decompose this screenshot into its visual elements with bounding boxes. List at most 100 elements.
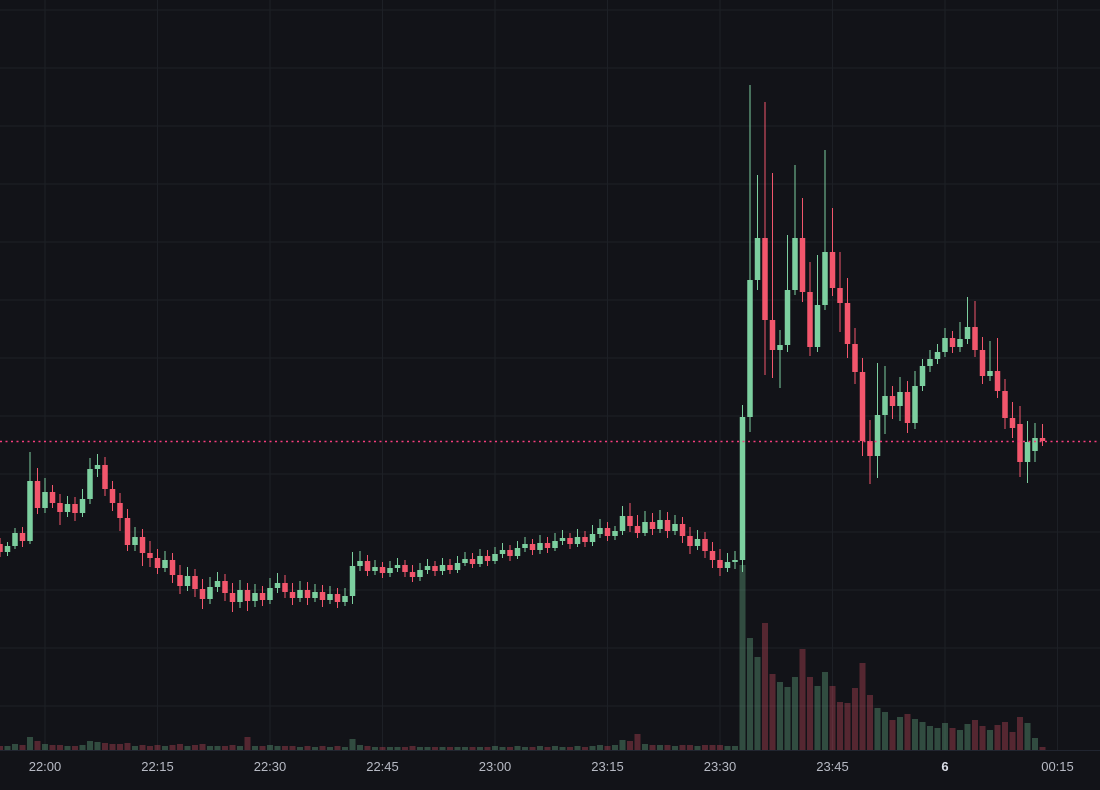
volume-bar [604,746,611,750]
candle-body [904,392,911,423]
candle-body [627,516,633,526]
volume-bar [574,746,581,750]
volume-bar [852,688,858,750]
volume-bar [912,719,918,750]
volume-bar [874,708,881,750]
candle-body [1017,424,1023,462]
candle-body [139,537,146,553]
volume-bar [409,746,416,750]
volume-bar [649,745,656,750]
candle-body [72,504,78,513]
volume-bar [814,686,821,750]
candle-body [844,303,851,344]
candle-body [34,481,41,508]
candle-body [79,499,86,513]
candle-body [544,543,551,548]
volume-bar [687,745,693,750]
volume-bar [837,702,843,750]
candle-body [274,583,281,588]
volume-bar [274,746,281,750]
volume-bar [882,712,888,750]
grid-lines [0,0,1100,750]
candle-body [207,587,213,599]
volume-bar [42,744,48,750]
time-axis-label: 22:00 [28,759,62,774]
volume-bar [87,741,93,750]
volume-bar [34,741,41,750]
volume-bar [252,746,258,750]
volume-bar [1039,747,1046,750]
volume-bar [964,724,971,750]
volume-bar [612,745,618,750]
candle-body [694,539,701,546]
volume-bar [949,728,956,750]
candle-body [574,537,581,544]
candle-body [312,592,318,598]
candle-wick [562,530,563,545]
volume-bar [357,745,363,750]
candle-body [957,339,963,347]
candle-body [349,566,356,596]
candle-body [762,238,768,320]
candle-body [417,570,423,577]
candle-body [454,563,461,570]
candle-body [679,524,686,536]
candle-body [394,565,401,568]
volume-bar [64,746,71,750]
candle-body [874,415,881,456]
volume-bar [844,703,851,750]
volume-bar [724,746,731,750]
time-axis[interactable]: 22:00 22:15 22:30 22:45 23:00 23:15 23:30 23:45… [0,750,1100,790]
candle-body [387,568,393,573]
candle-body [964,327,971,339]
candle-body [432,566,438,571]
candle-body [327,594,333,600]
candle-body [244,590,251,601]
volume-bar [672,746,678,750]
candle-body [282,583,288,592]
candle-body [717,560,723,568]
volume-bar [327,747,333,750]
volume-bar [492,746,498,750]
time-axis-label: 23:00 [478,759,512,774]
candle-body [792,238,798,290]
candle-body [919,366,926,386]
volume-bar [957,730,963,750]
volume-bar [27,737,33,750]
candle-body [372,567,378,571]
volume-bar [927,726,933,750]
volume-bar [462,747,468,750]
volume-bar [342,747,348,750]
candle-body [154,558,161,568]
volume-bar [319,746,326,750]
candle-body [42,492,48,508]
volume-bar [822,672,828,750]
volume-bar [477,747,483,750]
candle-body [777,345,783,350]
candle-body [987,371,993,376]
volume-bar [589,746,596,750]
volume-bar [777,682,783,750]
candle-body [222,581,228,593]
candle-body [657,520,663,529]
volume-bar [267,745,273,750]
volume-bar [867,695,873,750]
candle-body [409,572,416,577]
volume-bar [747,638,753,750]
volume-bar [1002,722,1008,750]
candle-body [402,565,408,572]
volume-bar [289,746,296,750]
candle-body [192,576,198,589]
volume-bar [154,745,161,750]
volume-bar [207,746,213,750]
candlestick-chart[interactable] [0,0,1100,750]
volume-bar [537,746,543,750]
volume-bar [694,746,701,750]
volume-bar [522,747,528,750]
candle-body [259,593,266,600]
volume-bar [582,747,588,750]
candle-body [852,344,858,372]
candle-body [147,553,153,558]
volume-bar [544,747,551,750]
candle-body [537,543,543,550]
